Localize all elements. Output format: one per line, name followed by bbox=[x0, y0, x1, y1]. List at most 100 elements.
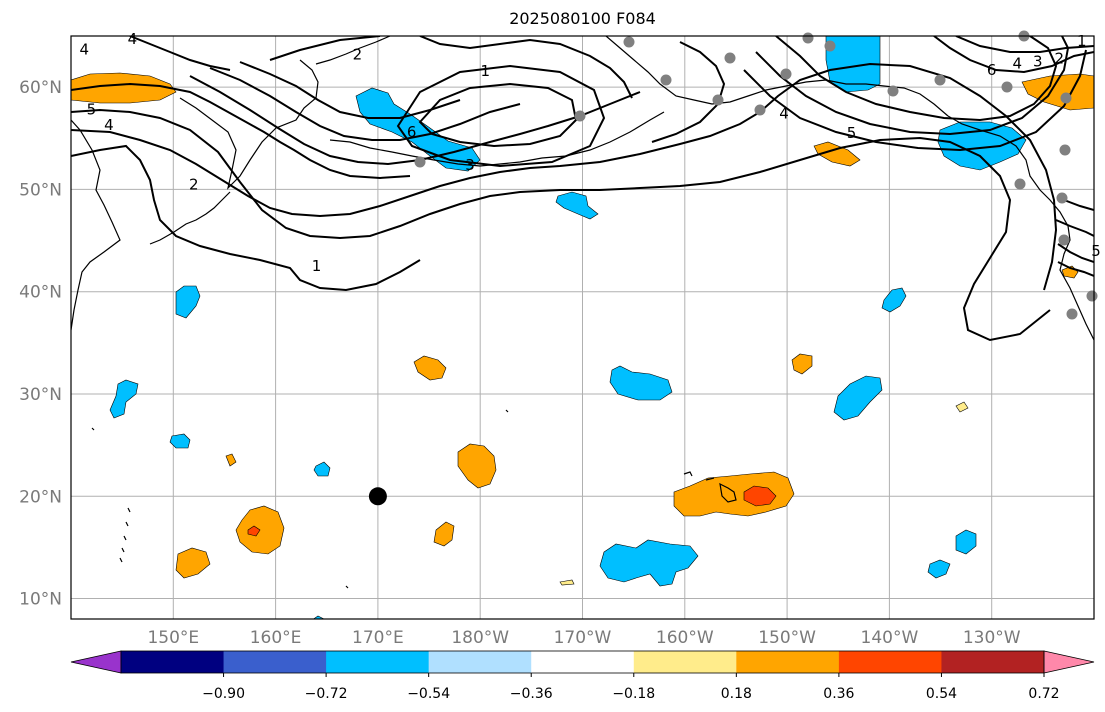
lat-tick-label: 30°N bbox=[19, 385, 62, 405]
shading-layer bbox=[71, 36, 1094, 619]
asia-coastline bbox=[71, 119, 121, 331]
obs-dot bbox=[623, 36, 635, 48]
obs-dot bbox=[1014, 178, 1026, 190]
shade-patch-cyan bbox=[881, 287, 907, 313]
contour-label: 1 bbox=[312, 257, 322, 275]
shade-patch-cyan bbox=[825, 36, 881, 93]
colorbar-swatch bbox=[121, 651, 225, 673]
shade-patch-orange bbox=[457, 443, 497, 489]
shade-patch-orange bbox=[175, 547, 211, 579]
shade-patch-cyan bbox=[109, 379, 139, 419]
colorbar-swatch bbox=[736, 651, 840, 673]
contour-label: 4 bbox=[80, 40, 90, 58]
obs-dot bbox=[887, 85, 899, 97]
colorbar-tick-label: −0.18 bbox=[612, 686, 655, 702]
shade-patch-cyan bbox=[355, 87, 481, 172]
contour-label: 1 bbox=[481, 62, 491, 80]
contour-label: 3 bbox=[465, 156, 475, 174]
colorbar-swatch bbox=[838, 651, 942, 673]
contour-line bbox=[396, 64, 606, 168]
observation-dots bbox=[414, 30, 1098, 320]
contour-line bbox=[209, 67, 521, 141]
lon-tick-label: 150°W bbox=[758, 628, 816, 648]
contour-label: 2 bbox=[189, 175, 199, 193]
shade-patch-cyan bbox=[955, 529, 977, 555]
obs-dot bbox=[754, 104, 766, 116]
obs-dot bbox=[1001, 81, 1013, 93]
contour-line bbox=[129, 36, 231, 71]
obs-dot bbox=[1060, 92, 1072, 104]
colorbar-tick-label: 0.72 bbox=[1028, 686, 1059, 702]
shade-patch-cyan bbox=[175, 285, 201, 319]
contour-line bbox=[1055, 199, 1094, 277]
lat-tick-label: 20°N bbox=[19, 487, 62, 507]
contour-label: 6 bbox=[407, 123, 417, 141]
contour-line bbox=[418, 82, 578, 148]
contour-label: 6 bbox=[987, 61, 997, 79]
shade-patch-orange bbox=[71, 72, 177, 104]
contour-label: 4 bbox=[779, 105, 789, 123]
shade-patch-cyan bbox=[927, 559, 951, 579]
shade-patch-cyan bbox=[555, 191, 599, 220]
colorbar-extend-max bbox=[1043, 650, 1095, 674]
contour-line bbox=[269, 36, 633, 99]
contour-label: 1 bbox=[1077, 32, 1087, 50]
lat-tick-label: 60°N bbox=[19, 78, 62, 98]
lon-tick-label: 150°E bbox=[147, 628, 199, 648]
kamchatka-coastline bbox=[179, 59, 319, 190]
colorbar-tick-label: −0.36 bbox=[510, 686, 553, 702]
shade-patch-yellow bbox=[955, 401, 969, 413]
contour-line bbox=[189, 75, 641, 166]
colorbar-swatch bbox=[531, 651, 635, 673]
bering-coast bbox=[315, 36, 391, 65]
shade-patch-cyan bbox=[599, 539, 699, 587]
colorbar-tick-label: 0.18 bbox=[721, 686, 752, 702]
obs-dot bbox=[780, 68, 792, 80]
coastlines bbox=[71, 36, 1094, 589]
contour-label: 2 bbox=[1054, 50, 1064, 68]
lon-tick-label: 130°W bbox=[963, 628, 1021, 648]
shade-patch-orange bbox=[791, 353, 813, 375]
contour-label: 2 bbox=[353, 45, 363, 63]
obs-dot bbox=[1058, 234, 1070, 246]
obs-dot bbox=[712, 94, 724, 106]
lon-tick-label: 160°W bbox=[656, 628, 714, 648]
contour-line bbox=[775, 36, 1058, 122]
lon-tick-label: 170°E bbox=[352, 628, 404, 648]
contour-line bbox=[71, 62, 1058, 291]
lat-tick-label: 40°N bbox=[19, 283, 62, 303]
obs-dot bbox=[1056, 192, 1068, 204]
contour-label: 5 bbox=[87, 101, 97, 119]
axis-tick-labels: 150°E 160°E 170°E 180°W 170°W 160°W 150°W 140°W… bbox=[19, 78, 1021, 648]
contour-line bbox=[955, 36, 1094, 53]
alaska-coastline bbox=[605, 36, 949, 117]
shade-patch-cyan bbox=[609, 365, 673, 401]
obs-dot bbox=[574, 110, 586, 122]
shade-patch-orange bbox=[225, 453, 237, 467]
lon-tick-label: 140°W bbox=[861, 628, 919, 648]
colorbar-tick-label: 0.36 bbox=[823, 686, 854, 702]
contour-label: 5 bbox=[1091, 242, 1101, 260]
lon-tick-label: 180°W bbox=[451, 628, 509, 648]
contour-line bbox=[755, 36, 1070, 136]
shade-patch-cyan bbox=[313, 461, 331, 477]
obs-dot bbox=[802, 32, 814, 44]
shade-patch-redorange bbox=[247, 525, 261, 537]
shade-patch-cyan bbox=[169, 433, 191, 449]
obs-dot bbox=[824, 40, 836, 52]
kuril-islands bbox=[149, 191, 231, 245]
location-marker bbox=[368, 487, 387, 506]
shade-patch-cyan bbox=[833, 375, 883, 421]
colorbar-extend-min bbox=[70, 650, 122, 674]
contour-line bbox=[71, 82, 411, 180]
colorbar-tick-label: 0.54 bbox=[926, 686, 957, 702]
contour-line bbox=[933, 36, 1094, 74]
lat-tick-label: 50°N bbox=[19, 180, 62, 200]
contour-line bbox=[651, 41, 726, 143]
contour-label: 4 bbox=[128, 30, 138, 48]
contour-line bbox=[71, 144, 421, 292]
colorbar-tick-label: −0.54 bbox=[407, 686, 450, 702]
shade-patch-cyan bbox=[312, 615, 325, 619]
